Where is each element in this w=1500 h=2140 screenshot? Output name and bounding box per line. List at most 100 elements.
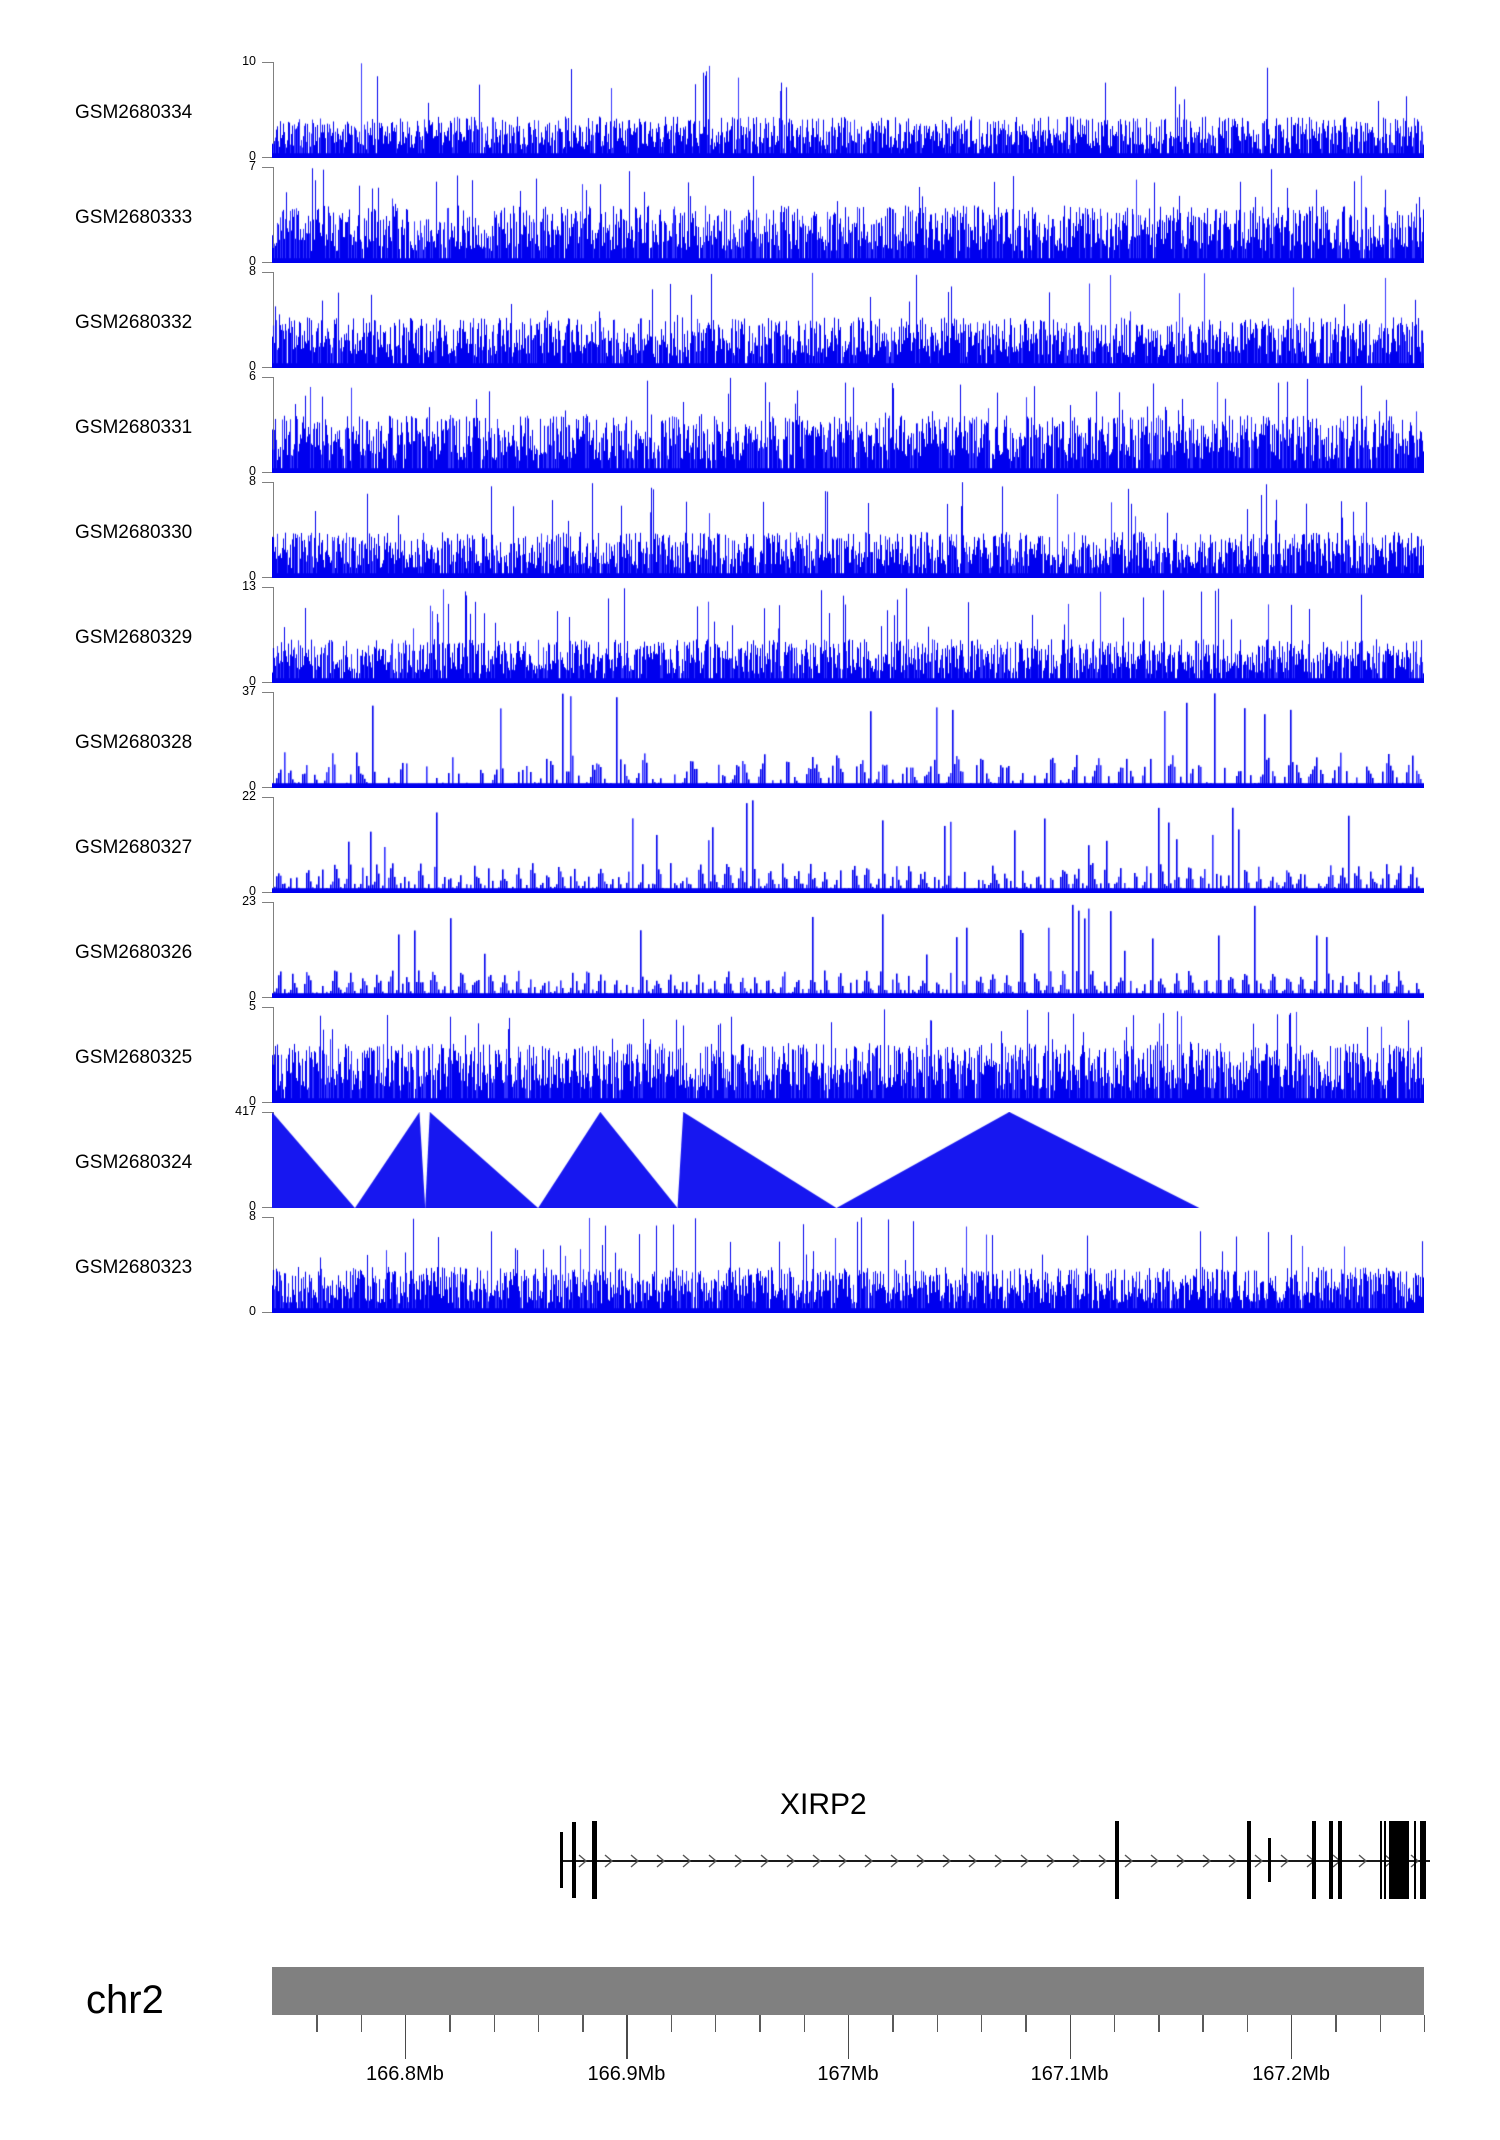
ruler-label: 167Mb bbox=[817, 2063, 879, 2085]
axis-value-ymin: 0 bbox=[249, 779, 256, 793]
track-label-gsm2680328: GSM2680328 bbox=[75, 731, 193, 753]
strand-arrow-icon bbox=[838, 1854, 848, 1868]
signal-canvas[interactable] bbox=[272, 62, 1424, 158]
strand-arrow-icon bbox=[1202, 1854, 1212, 1868]
signal-canvas[interactable] bbox=[272, 797, 1424, 893]
axis-value-ymax: 417 bbox=[235, 1104, 256, 1118]
signal-canvas[interactable] bbox=[272, 482, 1424, 578]
signal-canvas[interactable] bbox=[272, 1112, 1424, 1208]
exon[interactable] bbox=[1389, 1821, 1409, 1899]
signal-plot[interactable] bbox=[272, 692, 1424, 788]
signal-plot[interactable] bbox=[272, 167, 1424, 263]
axis-value-ymax: 8 bbox=[249, 474, 256, 488]
axis-tick bbox=[262, 682, 273, 683]
axis-value-ymax: 22 bbox=[242, 789, 256, 803]
signal-plot[interactable] bbox=[272, 272, 1424, 368]
coverage-track: GSM2680332 8 0 bbox=[0, 265, 1500, 377]
signal-canvas[interactable] bbox=[272, 167, 1424, 263]
strand-arrow-icon bbox=[630, 1854, 640, 1868]
track-label-gsm2680334: GSM2680334 bbox=[75, 101, 193, 123]
strand-arrow-icon bbox=[1254, 1854, 1264, 1868]
signal-canvas[interactable] bbox=[272, 902, 1424, 998]
axis-value-ymin: 0 bbox=[249, 569, 256, 583]
exon[interactable] bbox=[560, 1832, 563, 1888]
strand-arrow-icon bbox=[1176, 1854, 1186, 1868]
exon[interactable] bbox=[1380, 1821, 1382, 1899]
signal-plot[interactable] bbox=[272, 1217, 1424, 1313]
axis-value-ymax: 10 bbox=[242, 54, 256, 68]
exon[interactable] bbox=[1268, 1838, 1271, 1882]
signal-plot[interactable] bbox=[272, 587, 1424, 683]
signal-plot[interactable] bbox=[272, 377, 1424, 473]
ruler-minor-tick bbox=[892, 2015, 894, 2032]
axis-value-ymin: 0 bbox=[249, 254, 256, 268]
ruler-minor-tick bbox=[1158, 2015, 1160, 2032]
axis-tick bbox=[262, 62, 273, 63]
ruler-minor-tick bbox=[1379, 2015, 1382, 2032]
strand-arrow-icon bbox=[734, 1854, 744, 1868]
axis-value-ymax: 37 bbox=[242, 684, 256, 698]
ruler-major-tick bbox=[404, 2015, 407, 2059]
strand-arrow-icon bbox=[760, 1854, 770, 1868]
signal-plot[interactable] bbox=[272, 62, 1424, 158]
exon[interactable] bbox=[1338, 1821, 1342, 1899]
signal-canvas[interactable] bbox=[272, 587, 1424, 683]
axis-value-ymax: 8 bbox=[249, 1209, 256, 1223]
ruler-major-tick bbox=[1069, 2015, 1071, 2059]
signal-plot[interactable] bbox=[272, 1007, 1424, 1103]
gene-annotation-track[interactable]: XIRP2 bbox=[0, 1760, 1500, 1925]
exon[interactable] bbox=[1115, 1821, 1119, 1899]
strand-arrow-icon bbox=[1098, 1854, 1108, 1868]
exon[interactable] bbox=[1414, 1821, 1416, 1899]
signal-canvas[interactable] bbox=[272, 1007, 1424, 1103]
axis-tick bbox=[262, 1207, 273, 1208]
signal-plot[interactable] bbox=[272, 1112, 1424, 1208]
ruler-minor-tick bbox=[715, 2015, 717, 2032]
axis-tick bbox=[262, 1217, 273, 1218]
exon[interactable] bbox=[572, 1822, 576, 1898]
exon[interactable] bbox=[1329, 1821, 1333, 1899]
axis-value-ymin: 0 bbox=[249, 1199, 256, 1213]
strand-arrow-icon bbox=[968, 1854, 978, 1868]
ruler-label: 166.8Mb bbox=[366, 2063, 444, 2085]
strand-arrow-icon bbox=[942, 1854, 952, 1868]
ruler-minor-tick bbox=[759, 2015, 761, 2032]
signal-canvas[interactable] bbox=[272, 272, 1424, 368]
signal-plot[interactable] bbox=[272, 902, 1424, 998]
exon[interactable] bbox=[592, 1821, 597, 1899]
strand-arrow-icon bbox=[604, 1854, 614, 1868]
ruler-minor-tick bbox=[1424, 2015, 1426, 2032]
signal-plot[interactable] bbox=[272, 797, 1424, 893]
axis-tick bbox=[262, 787, 273, 788]
axis-tick bbox=[262, 157, 273, 158]
axis-value-ymin: 0 bbox=[249, 1304, 256, 1318]
axis-tick bbox=[262, 892, 273, 893]
track-label-gsm2680333: GSM2680333 bbox=[75, 206, 193, 228]
axis-value-ymin: 0 bbox=[249, 1094, 256, 1108]
signal-canvas[interactable] bbox=[272, 1217, 1424, 1313]
coverage-track: GSM2680324 417 0 bbox=[0, 1105, 1500, 1217]
ideogram-bar[interactable] bbox=[272, 1967, 1424, 2015]
signal-canvas[interactable] bbox=[272, 692, 1424, 788]
axis-value-ymin: 0 bbox=[249, 359, 256, 373]
gene-intron-line bbox=[560, 1860, 1430, 1862]
ruler-label: 167.2Mb bbox=[1252, 2063, 1330, 2085]
track-label-gsm2680329: GSM2680329 bbox=[75, 626, 193, 648]
strand-arrow-icon bbox=[682, 1854, 692, 1868]
axis-value-ymin: 0 bbox=[249, 884, 256, 898]
ruler-minor-tick bbox=[1246, 2015, 1249, 2032]
exon[interactable] bbox=[1384, 1821, 1386, 1899]
exon[interactable] bbox=[1420, 1821, 1426, 1899]
strand-arrow-icon bbox=[708, 1854, 718, 1868]
signal-plot[interactable] bbox=[272, 482, 1424, 578]
track-label-gsm2680326: GSM2680326 bbox=[75, 941, 193, 963]
ruler-minor-tick bbox=[316, 2015, 318, 2032]
strand-arrow-icon bbox=[1228, 1854, 1238, 1868]
signal-canvas[interactable] bbox=[272, 377, 1424, 473]
exon[interactable] bbox=[1247, 1821, 1251, 1899]
ruler-minor-tick bbox=[1335, 2015, 1337, 2032]
exon[interactable] bbox=[1312, 1821, 1316, 1899]
ruler-minor-tick bbox=[537, 2015, 540, 2032]
ruler-minor-tick bbox=[1202, 2015, 1204, 2032]
